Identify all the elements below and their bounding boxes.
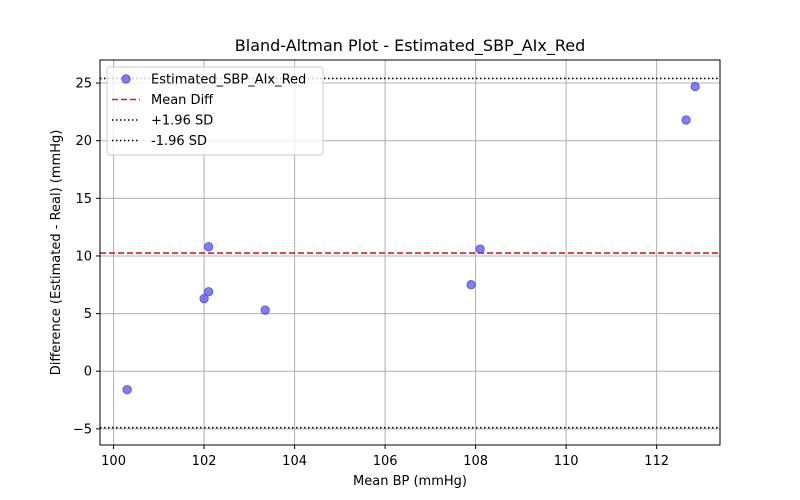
legend-label: Mean Diff bbox=[151, 93, 214, 108]
data-point bbox=[681, 115, 691, 125]
data-point bbox=[204, 242, 214, 252]
legend-label: -1.96 SD bbox=[151, 134, 207, 149]
x-tick-label: 108 bbox=[463, 454, 488, 469]
legend-box bbox=[106, 66, 324, 156]
y-tick-label: 25 bbox=[75, 77, 92, 92]
plot-frame bbox=[99, 59, 721, 446]
ticks-layer: 100 102 104 106 108 110 112 −5 0 5 10 15 20 25 bbox=[73, 77, 669, 469]
data-point bbox=[466, 280, 476, 290]
x-axis-title: Mean BP (mmHg) bbox=[353, 474, 467, 489]
y-tick-label: −5 bbox=[73, 422, 92, 437]
x-tick-label: 102 bbox=[192, 454, 217, 469]
data-point bbox=[260, 305, 270, 315]
data-point bbox=[690, 81, 700, 92]
x-tick-label: 100 bbox=[101, 454, 126, 469]
y-tick-label: 10 bbox=[75, 249, 92, 264]
data-point bbox=[475, 244, 485, 254]
chart-title: Bland-Altman Plot - Estimated_SBP_AIx_Re… bbox=[235, 36, 585, 56]
x-tick-label: 112 bbox=[644, 454, 669, 469]
x-tick-label: 110 bbox=[554, 454, 579, 469]
y-tick-label: 20 bbox=[75, 134, 92, 149]
x-tick-label: 104 bbox=[282, 454, 307, 469]
reference-lines-layer bbox=[100, 77, 720, 429]
legend: Estimated_SBP_AIx_Red Mean Diff +1.96 SD -1… bbox=[106, 66, 324, 156]
points-layer bbox=[122, 81, 700, 395]
data-point bbox=[199, 294, 209, 304]
x-tick-label: 106 bbox=[373, 454, 398, 469]
y-tick-label: 0 bbox=[84, 365, 92, 380]
data-point bbox=[204, 287, 214, 297]
legend-marker bbox=[121, 74, 131, 84]
legend-label: +1.96 SD bbox=[151, 114, 213, 129]
y-tick-label: 5 bbox=[84, 307, 92, 322]
data-point bbox=[122, 385, 132, 395]
y-tick-label: 15 bbox=[75, 192, 92, 207]
legend-label: Estimated_SBP_AIx_Red bbox=[151, 73, 306, 88]
legend-items: Estimated_SBP_AIx_Red Mean Diff +1.96 SD -1… bbox=[112, 73, 306, 149]
y-axis-title: Difference (Estimated - Real) (mmHg) bbox=[49, 130, 64, 376]
